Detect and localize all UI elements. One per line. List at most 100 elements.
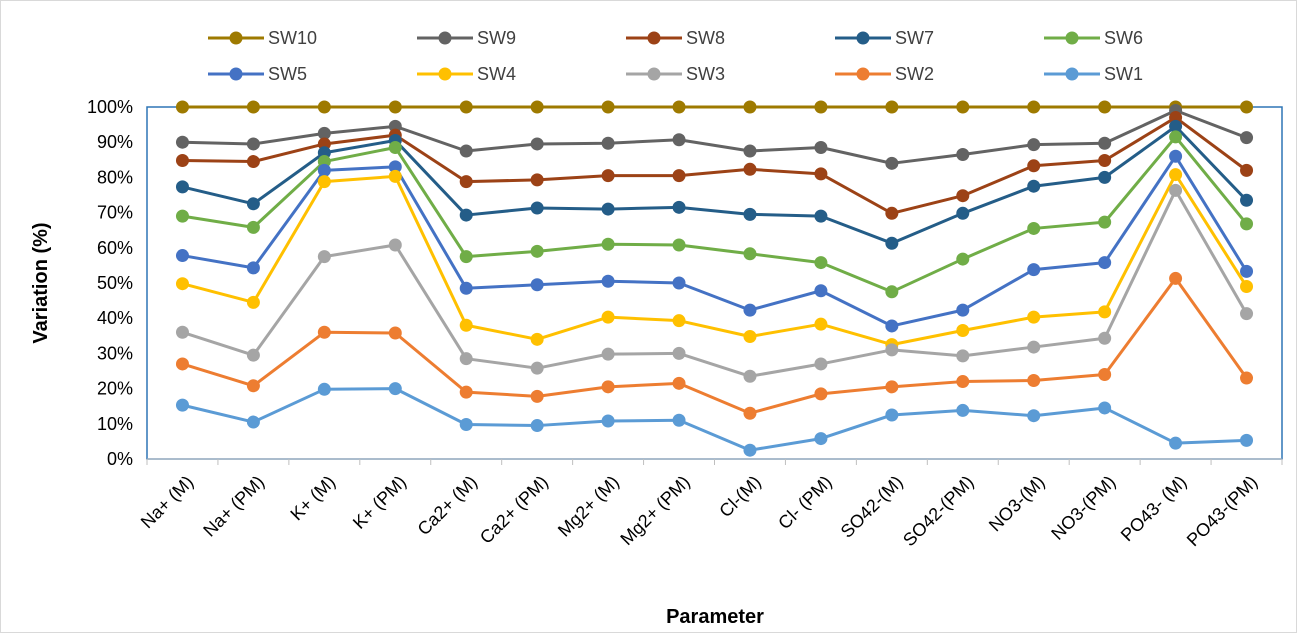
data-point [317,325,331,339]
y-tick-label: 0% [107,449,133,469]
series-sw6 [175,130,1254,299]
legend-item-sw3: SW3 [626,64,725,84]
data-point [814,284,828,298]
data-point [175,357,189,371]
data-point [388,382,402,396]
data-point [246,295,260,309]
data-point [743,406,757,420]
data-point [175,209,189,223]
y-tick-label: 100% [87,97,133,117]
data-point [459,318,473,332]
data-point [814,357,828,371]
series-sw5 [175,149,1254,333]
legend-item-sw5: SW5 [208,64,307,84]
data-point [956,206,970,220]
data-point [814,432,828,446]
data-point [814,167,828,181]
series-line [182,387,1247,452]
data-point [743,247,757,261]
data-point [388,169,402,183]
y-tick-label: 90% [97,132,133,152]
x-tick-label: K+ (PM) [349,472,410,533]
plot-area-border [146,106,1283,460]
legend-marker [1065,31,1079,45]
data-point [1240,280,1254,294]
data-point [743,144,757,158]
series-sw2 [175,271,1254,420]
data-point [175,154,189,168]
data-point [246,137,260,151]
data-point [1098,305,1112,319]
data-point [530,173,544,187]
x-tick-label: K+ (M) [286,472,339,525]
x-tick-label: Ca2+ (PM) [476,472,552,548]
data-point [175,135,189,149]
data-point [601,136,615,150]
data-point [459,250,473,264]
series-line [182,173,1248,347]
data-point [1027,263,1041,277]
data-point [885,236,899,250]
x-tick-label: SO42-(PM) [899,472,977,550]
legend-marker [856,67,870,81]
series-sw3 [175,183,1254,383]
data-point [1169,149,1183,163]
data-point [956,375,970,389]
data-point [175,180,189,194]
data-point [459,208,473,222]
data-point [530,389,544,403]
data-point [459,352,473,366]
data-point [1240,193,1254,207]
data-point [743,100,757,114]
data-point [601,237,615,251]
data-point [672,100,686,114]
data-point [885,380,899,394]
data-point [1027,310,1041,324]
data-point [530,278,544,292]
data-point [601,100,615,114]
legend-item-sw1: SW1 [1044,64,1143,84]
data-point [459,418,473,432]
data-point [1240,217,1254,231]
data-point [246,220,260,234]
legend-label: SW6 [1104,28,1143,48]
legend-marker [229,67,243,81]
data-point [885,343,899,357]
x-tick-label: Cl-(M) [715,472,764,521]
data-point [814,140,828,154]
data-point [1027,138,1041,152]
series-sw7 [175,119,1254,250]
legend-marker [229,31,243,45]
series-line [182,276,1248,415]
data-point [956,252,970,266]
x-tick-label: PO43-(PM) [1183,472,1261,550]
data-point [530,419,544,433]
data-point [1169,183,1183,197]
x-tick-label: SO42-(M) [837,472,907,542]
data-point [601,380,615,394]
series-line [182,124,1248,245]
data-point [956,324,970,338]
data-point [317,163,331,177]
data-point [1027,221,1041,235]
data-point [246,379,260,393]
data-point [530,361,544,375]
legend-marker [1065,67,1079,81]
data-point [956,189,970,203]
data-point [459,281,473,295]
data-point [175,249,189,263]
data-point [1098,215,1112,229]
data-point [672,346,686,360]
data-point [743,330,757,344]
data-point [317,175,331,189]
legend-marker [647,31,661,45]
y-tick-label: 20% [97,379,133,399]
data-point [246,261,260,275]
data-point [530,332,544,346]
legend-label: SW8 [686,28,725,48]
x-tick-label: Mg2+ (M) [554,472,623,541]
data-point [1169,168,1183,182]
legend-label: SW7 [895,28,934,48]
